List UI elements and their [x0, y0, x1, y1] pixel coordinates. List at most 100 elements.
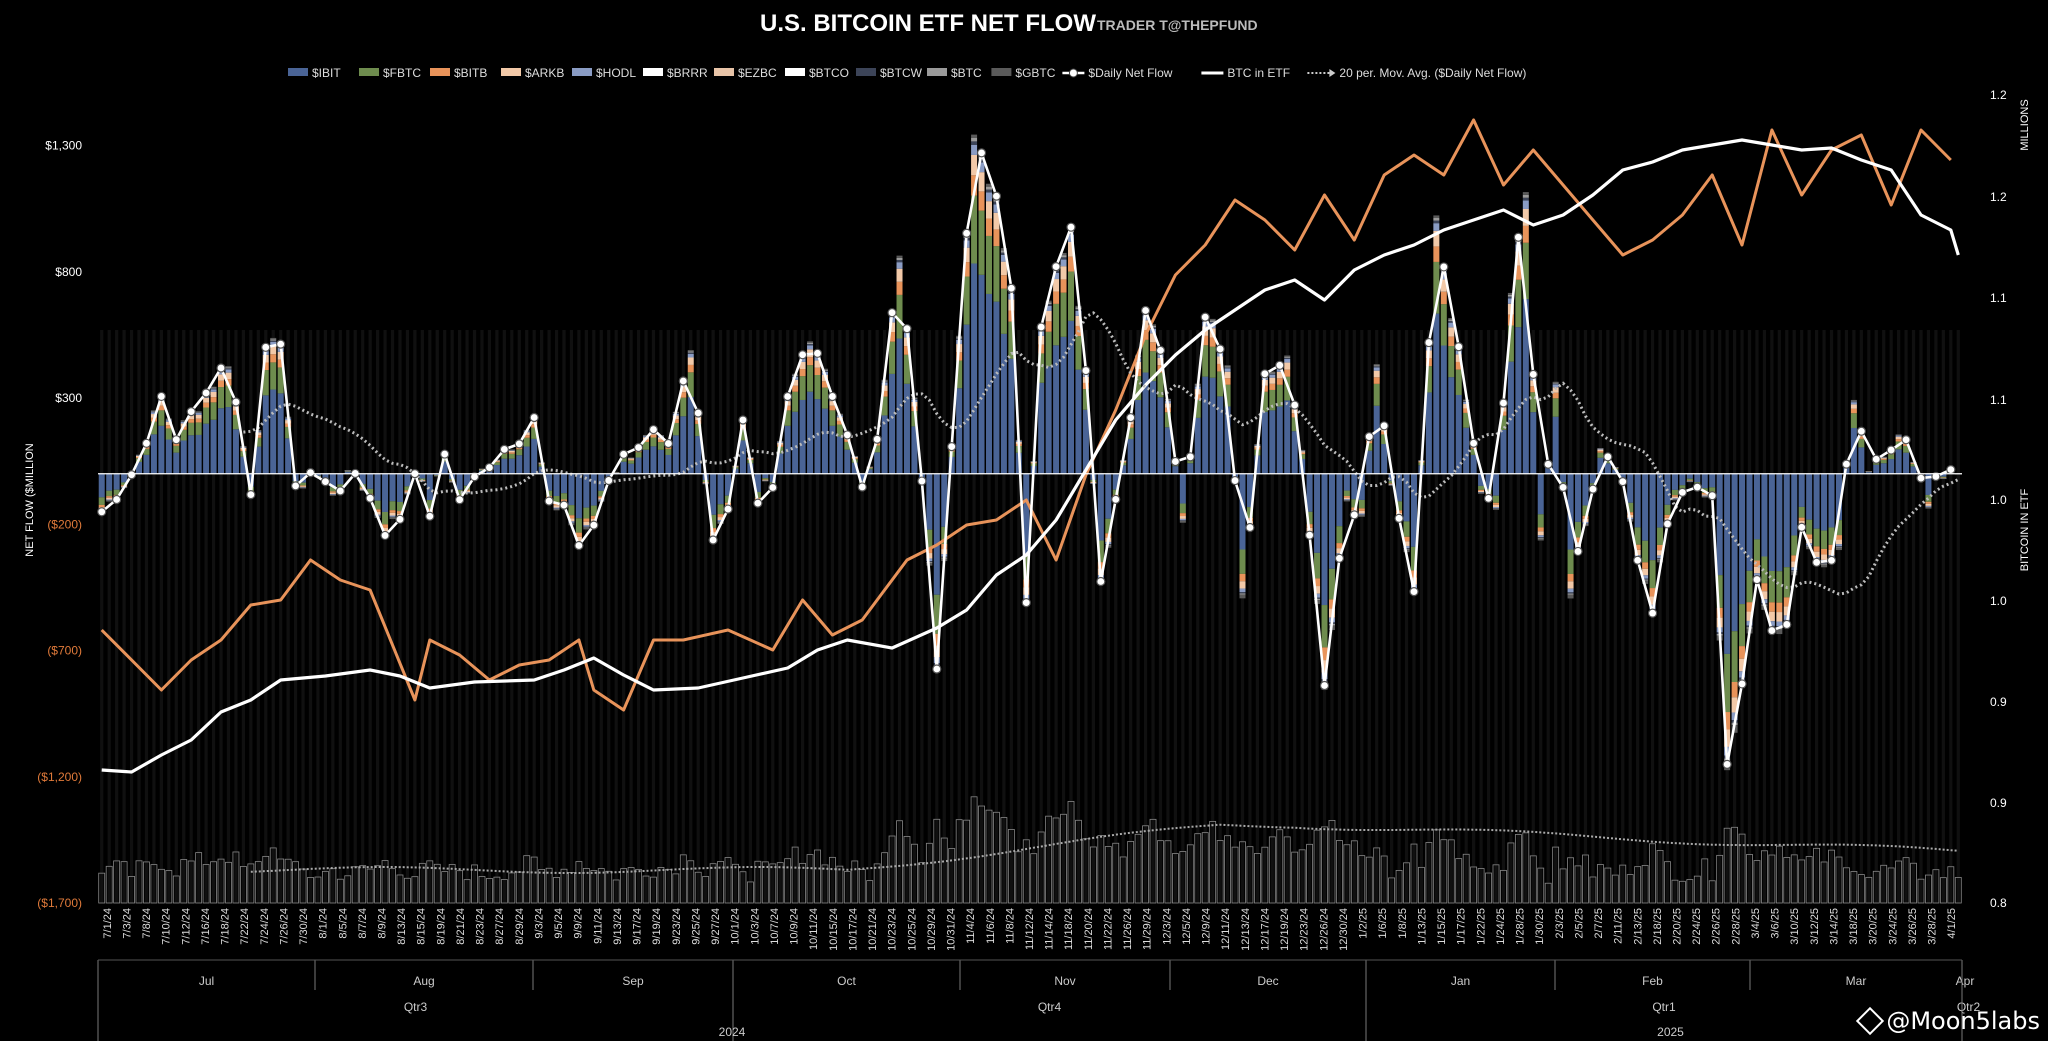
- flow-bar-BITB: [1753, 560, 1760, 567]
- flow-bar-ARKB: [1239, 581, 1246, 589]
- background-stripe: [927, 330, 931, 903]
- background-stripe: [1516, 330, 1520, 903]
- background-stripe: [793, 330, 797, 903]
- flow-bar-BTCW: [1343, 500, 1350, 501]
- volume-bar: [993, 811, 1000, 904]
- flow-bar-IBIT: [889, 373, 896, 474]
- flow-bar-FBTC: [1023, 553, 1030, 580]
- background-stripe: [659, 330, 663, 903]
- x-date-label: 3/28/25: [1927, 908, 1939, 945]
- flow-bar-BTC: [643, 435, 650, 436]
- flow-bar-IBIT: [1045, 366, 1052, 474]
- flow-bar-BITB: [1806, 534, 1813, 539]
- flow-bar-ARKB: [1895, 436, 1902, 440]
- flow-bar-GBTC: [1269, 371, 1276, 373]
- volume-bar: [1865, 876, 1873, 904]
- flow-bar-FBTC: [1806, 519, 1813, 535]
- background-stripe: [1800, 330, 1804, 903]
- flow-bar-BTC: [1597, 448, 1604, 449]
- flow-bar-BTCW: [1269, 373, 1276, 375]
- background-stripe: [226, 330, 231, 903]
- flow-bar-BITB: [1328, 599, 1335, 609]
- flow-bar-GBTC: [1478, 493, 1485, 494]
- x-date-label: 3/14/25: [1829, 908, 1841, 945]
- flow-bar-HODL: [978, 162, 985, 173]
- quarter-label: Qtr3: [404, 1000, 428, 1014]
- flow-bar-ARKB: [165, 421, 172, 426]
- background-stripe: [428, 330, 432, 903]
- flow-bar-FBTC: [1888, 454, 1895, 460]
- background-stripe: [144, 330, 149, 903]
- x-date-label: 10/1/24: [730, 908, 742, 945]
- flow-bar-FBTC: [1396, 501, 1403, 511]
- flow-bar-FBTC: [1530, 392, 1537, 413]
- daily-flow-point: [1856, 426, 1866, 436]
- volume-bar: [1179, 851, 1187, 904]
- volume-bar: [582, 868, 590, 904]
- flow-bar-BITB: [1448, 336, 1455, 347]
- background-stripe: [308, 330, 313, 903]
- flow-bar-ARKB: [449, 481, 456, 482]
- flow-bar-BTCW: [1224, 367, 1231, 369]
- flow-bar-ARKB: [978, 172, 985, 192]
- volume-bar: [1239, 841, 1246, 904]
- daily-flow-point: [857, 482, 867, 492]
- legend-label-btc_in_etf: BTC in ETF: [1227, 66, 1290, 80]
- x-date-label: 11/14/24: [1044, 908, 1056, 950]
- daily-flow-point: [1170, 456, 1180, 467]
- volume-bar: [1604, 867, 1612, 904]
- legend-arrow-avg: [1329, 69, 1336, 77]
- flow-bar-IBIT: [933, 473, 940, 595]
- flow-bar-HODL: [799, 358, 806, 362]
- daily-flow-point: [633, 442, 644, 453]
- flow-bar-BITB: [203, 402, 210, 408]
- background-stripe: [264, 330, 268, 903]
- flow-bar-ARKB: [568, 518, 575, 522]
- volume-bar: [1768, 854, 1776, 904]
- volume-bar: [1186, 844, 1194, 904]
- daily-flow-point: [991, 191, 1002, 201]
- background-stripe: [1897, 330, 1901, 903]
- background-stripe: [1397, 330, 1401, 903]
- flow-bar-IBIT: [404, 473, 411, 487]
- flow-bar-IBIT: [807, 391, 814, 474]
- flow-bar-HODL: [1507, 298, 1514, 304]
- flow-bar-HODL: [1493, 507, 1499, 509]
- flow-bar-HODL: [180, 421, 187, 424]
- flow-bar-FBTC: [665, 448, 672, 455]
- flow-bar-GBTC: [359, 490, 366, 491]
- flow-bar-BITB: [1903, 443, 1910, 446]
- background-stripe: [1233, 330, 1237, 903]
- volume-bar: [1880, 864, 1888, 904]
- background-stripe: [696, 330, 700, 903]
- flow-bar-HODL: [896, 262, 903, 269]
- flow-bar-IBIT: [456, 473, 463, 490]
- volume-bar: [1194, 833, 1202, 904]
- flow-bar-IBIT: [1634, 473, 1641, 528]
- flow-bar-IBIT: [754, 473, 761, 492]
- flow-bar-BITB: [963, 262, 970, 277]
- flow-bar-FBTC: [1686, 478, 1693, 481]
- flow-bar-FBTC: [546, 490, 553, 497]
- flow-bar-FBTC: [1358, 499, 1365, 509]
- flow-bar-GBTC: [1433, 215, 1440, 219]
- flow-bar-IBIT: [799, 399, 806, 474]
- flow-bar-IBIT: [195, 434, 202, 474]
- flow-bar-IBIT: [568, 473, 575, 506]
- flow-bar-BTC: [807, 342, 814, 345]
- flow-bar-BITB: [232, 410, 239, 415]
- daily-flow-point: [1066, 222, 1076, 232]
- daily-flow-point: [827, 391, 838, 402]
- x-date-label: 1/13/25: [1416, 908, 1428, 945]
- flow-bar-IBIT: [1835, 473, 1842, 521]
- volume-bar: [1164, 840, 1172, 904]
- legend-label-BRRR: $BRRR: [667, 66, 708, 80]
- background-stripe: [159, 330, 163, 903]
- flow-bar-ARKB: [188, 415, 195, 420]
- volume-bar: [143, 861, 150, 904]
- flow-bar-ARKB: [1493, 504, 1499, 508]
- flow-bar-BTC: [1657, 558, 1664, 560]
- flow-bar-HODL: [993, 204, 1000, 213]
- daily-flow-point: [544, 496, 554, 506]
- volume-bar: [120, 861, 128, 904]
